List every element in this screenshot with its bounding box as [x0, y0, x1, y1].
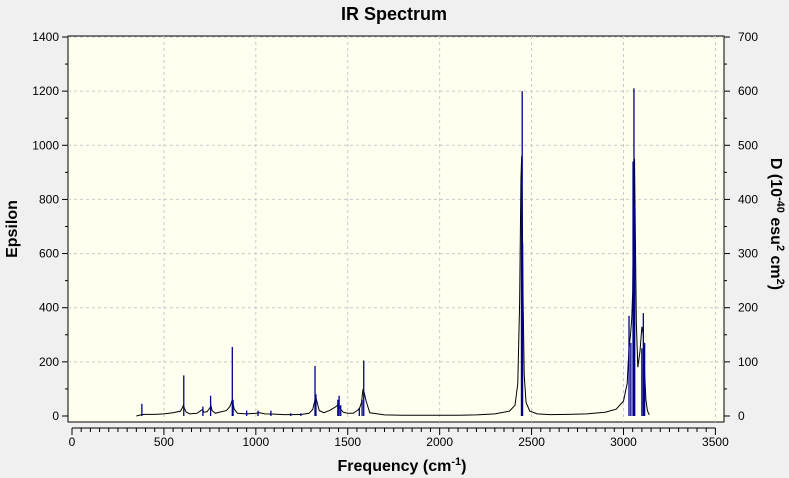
x-axis-label-main: Frequency (cm [338, 458, 452, 475]
y2-label-f: 2 [774, 279, 786, 285]
y-axis-ticks: 0 200 400 600 800 1000 1200 1400 [32, 30, 68, 423]
x-tick-label: 1500 [334, 435, 361, 449]
y2-label-g: ) [767, 285, 784, 290]
x-axis-label-end: ) [461, 458, 466, 475]
y-axis-label: Epsilon [4, 200, 21, 258]
x-axis-label: Frequency (cm-1) [338, 456, 467, 475]
grid [68, 36, 724, 422]
spectrum-line [136, 156, 650, 417]
y-tick-label: 600 [39, 247, 59, 261]
y2-label-d: 2 [774, 245, 786, 251]
y2-label-a: D (10 [767, 158, 784, 197]
y-tick-label: 1200 [32, 84, 59, 98]
x-tick-label: 1000 [242, 435, 269, 449]
y2-tick-label: 200 [738, 301, 758, 315]
plot-area [67, 35, 725, 423]
y2-tick-label: 100 [738, 355, 758, 369]
y2-label-c: esu [767, 213, 784, 245]
y-tick-label: 800 [39, 192, 59, 206]
x-tick-label: 2000 [426, 435, 453, 449]
x-tick-label: 3000 [610, 435, 637, 449]
x-tick-label: 2500 [518, 435, 545, 449]
x-axis-ticks: 0 500 1000 1500 2000 2500 3000 3500 [69, 428, 729, 449]
y-tick-label: 0 [52, 409, 59, 423]
y2-axis-label: D (10-40 esu2 cm2) [767, 158, 786, 290]
y2-axis-ticks: 0 100 200 300 400 500 600 700 [724, 30, 758, 423]
x-axis-label-sup: -1 [451, 456, 461, 468]
y-tick-label: 1400 [32, 30, 59, 44]
y-tick-label: 400 [39, 301, 59, 315]
y2-tick-label: 600 [738, 84, 758, 98]
x-tick-label: 500 [154, 435, 174, 449]
y2-tick-label: 300 [738, 247, 758, 261]
x-tick-label: 0 [69, 435, 76, 449]
series-layer [136, 88, 650, 417]
y-tick-label: 200 [39, 355, 59, 369]
y-tick-label: 1000 [32, 138, 59, 152]
y2-tick-label: 700 [738, 30, 758, 44]
y2-tick-label: 400 [738, 192, 758, 206]
chart-title: IR Spectrum [341, 4, 447, 24]
y2-tick-label: 0 [738, 409, 745, 423]
y2-label-b: -40 [774, 197, 786, 213]
y2-tick-label: 500 [738, 138, 758, 152]
x-tick-label: 3500 [702, 435, 729, 449]
y2-label-e: cm [767, 251, 784, 279]
